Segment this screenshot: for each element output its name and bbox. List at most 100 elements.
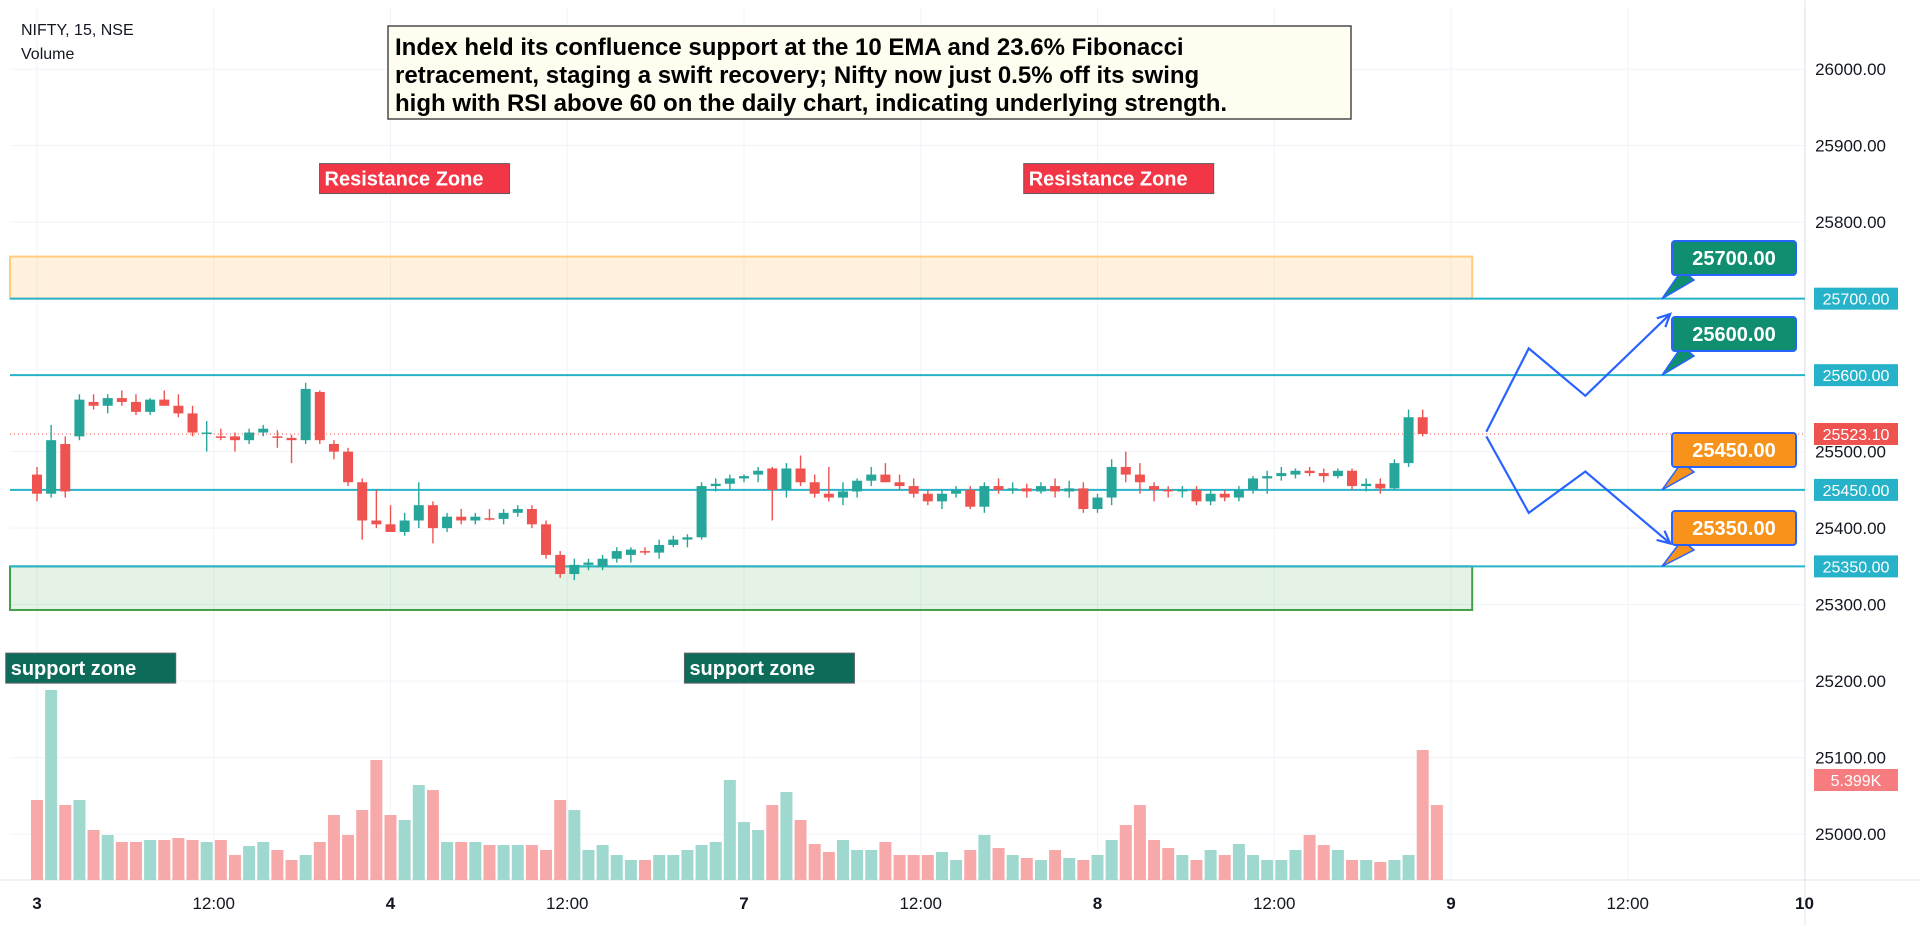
volume-bar: [964, 850, 977, 880]
volume-bar: [483, 845, 496, 880]
time-tick-label: 10: [1795, 894, 1814, 913]
price-tick-label: 25100.00: [1815, 749, 1886, 768]
volume-bar: [1006, 855, 1019, 880]
volume-bar: [879, 842, 892, 880]
current-price-tag: 25523.10: [1814, 422, 1898, 445]
volume-bar: [228, 855, 241, 880]
callout-box: [1671, 240, 1797, 276]
candle-body: [1205, 493, 1216, 502]
level-price-tag: 25450.00: [1814, 478, 1898, 501]
level-callout[interactable]: 25700.00: [1661, 240, 1797, 300]
candle-body: [314, 391, 325, 441]
candles: [32, 382, 1428, 581]
resistance-zone-label[interactable]: Resistance Zone: [1023, 163, 1215, 195]
level-callout[interactable]: 25450.00: [1661, 432, 1797, 491]
volume-bar: [1360, 860, 1373, 880]
candle-body: [1233, 489, 1244, 498]
candle-body: [1219, 493, 1230, 498]
callout-box: [1671, 316, 1797, 352]
volume-bar: [709, 842, 722, 880]
volume-bar: [1317, 845, 1330, 880]
candle-body: [484, 518, 495, 520]
level-price-tag-box: [1814, 478, 1898, 501]
volume-bar: [327, 815, 340, 880]
candle-body: [1248, 478, 1259, 490]
volume-bar: [738, 822, 750, 880]
price-axis[interactable]: 26000.0025900.0025800.0025700.0025600.00…: [1815, 60, 1886, 844]
volume-bar: [1374, 862, 1387, 880]
time-axis[interactable]: 3 12:00 4 12:00 7 12:00 8 12:00 9 12:00 10: [32, 894, 1814, 913]
candle-body: [1177, 489, 1188, 492]
candle-body: [74, 399, 85, 437]
volume-bar: [1148, 840, 1161, 880]
time-tick-label: 12:00: [546, 894, 589, 913]
time-tick-label: 12:00: [899, 894, 942, 913]
candle-body: [724, 478, 735, 484]
level-price-tag: 25700.00: [1814, 287, 1898, 310]
current-price-tag-box: [1814, 422, 1898, 445]
volume-bar: [568, 810, 581, 880]
volume-bar: [1049, 850, 1062, 880]
callout-label: 25700.00: [1692, 248, 1775, 270]
time-tick-label: 12:00: [1253, 894, 1296, 913]
volume-bar: [271, 850, 284, 880]
zone-label-text: support zone: [689, 658, 815, 680]
candle-body: [710, 483, 721, 487]
volume-bar: [511, 845, 524, 880]
volume-bar: [752, 830, 765, 880]
candle-body: [908, 486, 919, 494]
candle-body: [173, 405, 184, 414]
volume-legend-label[interactable]: Volume: [21, 46, 74, 63]
volume-bar: [935, 852, 948, 880]
level-price-tag-text: 25350.00: [1823, 559, 1890, 576]
candle-body: [1050, 486, 1061, 492]
support-zone-label[interactable]: support zone: [683, 652, 855, 684]
volume-bar: [398, 820, 411, 880]
volume-bar: [667, 855, 680, 880]
candle-body: [781, 468, 792, 490]
candle-body: [272, 436, 283, 438]
volume-bar: [582, 850, 595, 880]
volume-bar: [455, 842, 468, 880]
volume-bar: [950, 860, 963, 880]
candle-body: [1106, 466, 1117, 498]
volume-bar: [59, 805, 72, 880]
volume-bar: [384, 815, 397, 880]
level-price-tag-text: 25600.00: [1823, 368, 1890, 385]
level-callout[interactable]: 25600.00: [1661, 316, 1797, 376]
volume-bar: [73, 800, 86, 880]
level-callout[interactable]: 25350.00: [1661, 510, 1797, 568]
volume-bar: [1430, 805, 1443, 880]
candle-body: [328, 444, 339, 452]
candle-body: [244, 432, 255, 441]
price-tick-label: 25200.00: [1815, 672, 1886, 691]
candle-body: [229, 436, 240, 441]
volume-value-tag-box: [1814, 769, 1898, 791]
volume-bar: [681, 850, 694, 880]
volume-bar: [356, 810, 369, 880]
candle-body: [1078, 488, 1089, 510]
volume-bar: [158, 840, 171, 880]
callout-box: [1671, 510, 1797, 546]
volume-bar: [1303, 835, 1316, 880]
candle-body: [654, 544, 665, 553]
candle-body: [1276, 473, 1287, 477]
zone-label-text: Resistance Zone: [1029, 169, 1188, 191]
level-price-tag: 25600.00: [1814, 364, 1898, 387]
symbol-label[interactable]: NIFTY, 15, NSE: [21, 22, 134, 39]
candle-body: [130, 401, 141, 412]
zone-labels: Resistance Zone Resistance Zone support zo…: [5, 163, 1215, 684]
candle-body: [46, 440, 57, 494]
callout-box: [1671, 432, 1797, 468]
annotation-note[interactable]: Index held its confluence support at the…: [387, 25, 1352, 120]
volume-bar: [172, 838, 185, 880]
resistance-zone-label[interactable]: Resistance Zone: [319, 163, 511, 195]
level-price-tag-text: 25450.00: [1823, 483, 1890, 500]
zone-label-text: support zone: [11, 658, 137, 680]
candle-body: [286, 437, 297, 441]
volume-bar: [1162, 848, 1175, 880]
volume-bar: [214, 840, 227, 880]
candle-body: [936, 493, 947, 502]
support-zone-label[interactable]: support zone: [5, 652, 177, 684]
